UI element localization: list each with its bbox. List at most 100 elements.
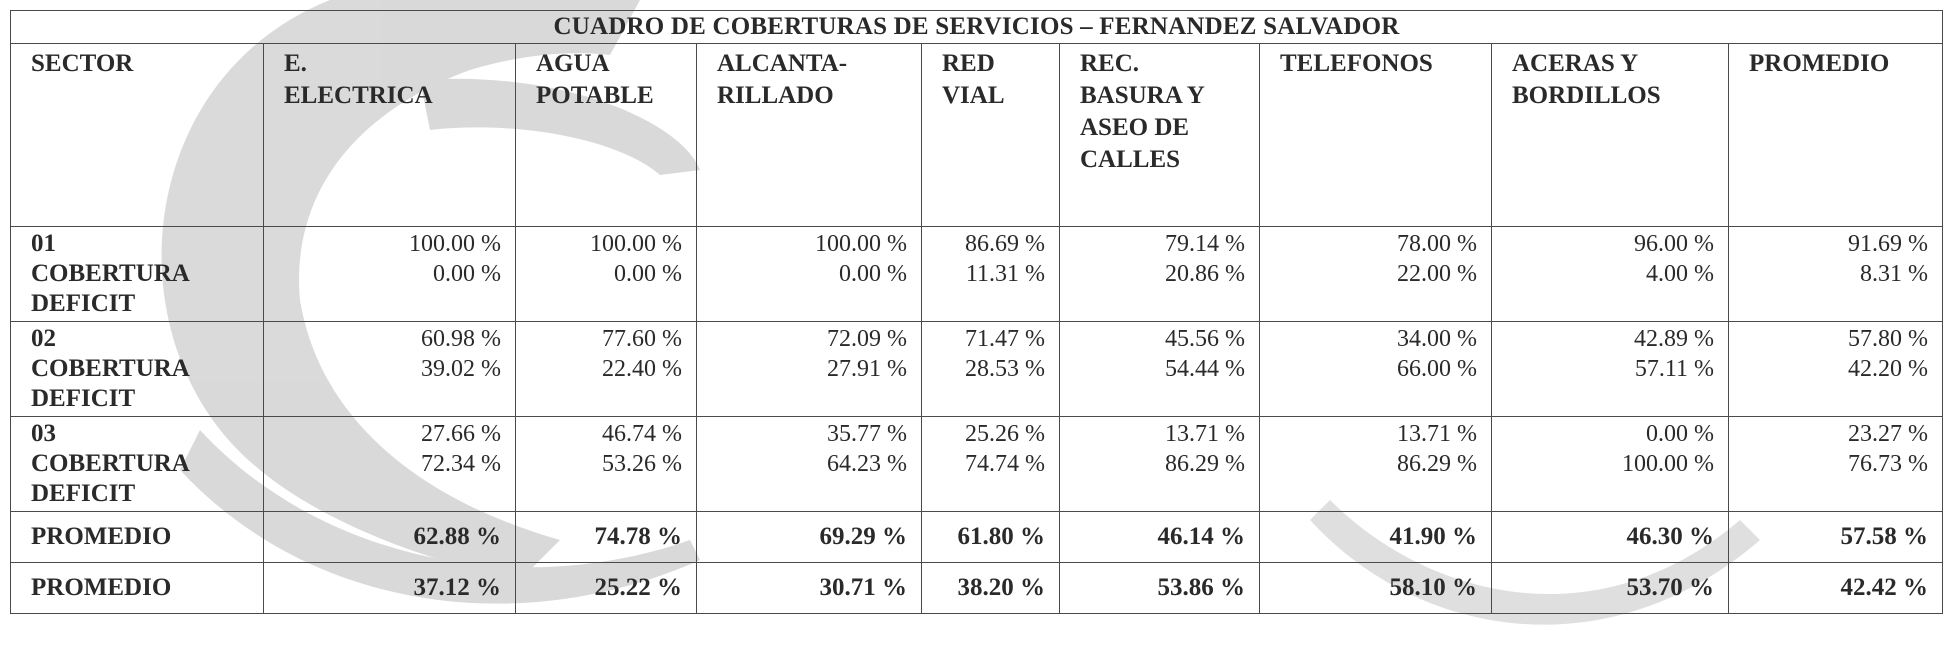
sector-label-line: 03 <box>31 420 56 447</box>
sector-label-line: 01 <box>31 230 56 257</box>
table-cell: 46.74 % 53.26 % <box>515 416 697 512</box>
cobertura-value: 13.71 % <box>1165 421 1245 447</box>
deficit-value: 57.11 % <box>1634 356 1714 382</box>
table-cell: 100.00 % 0.00 % <box>515 226 697 322</box>
cobertura-value: 91.69 % <box>1848 231 1929 257</box>
deficit-value: 20.86 % <box>1165 261 1245 287</box>
column-header-line: AGUA <box>536 50 610 77</box>
table-cell: 96.00 % 4.00 % <box>1491 226 1729 322</box>
cobertura-value: 34.00 % <box>1397 326 1477 352</box>
average-value: 41.90 % <box>1259 511 1492 563</box>
column-header: PROMEDIO <box>1727 43 1944 227</box>
cobertura-value: 71.47 % <box>965 326 1045 352</box>
average-value: 38.20 % <box>921 562 1060 614</box>
table-cell: 45.56 % 54.44 % <box>1059 321 1260 417</box>
average-label: PROMEDIO <box>10 511 264 563</box>
average-value: 69.29 % <box>696 511 922 563</box>
column-header-line: PROMEDIO <box>1749 50 1890 77</box>
column-header: E. ELECTRICA <box>263 43 516 227</box>
table-cell: 57.80 % 42.20 % <box>1727 321 1944 417</box>
column-header-line: ACERAS Y <box>1512 50 1639 77</box>
cobertura-value: 45.56 % <box>1165 326 1245 352</box>
table-cell: 78.00 % 22.00 % <box>1259 226 1492 322</box>
deficit-value: 27.91 % <box>827 356 907 382</box>
sector-label-line: DEFICIT <box>31 290 136 317</box>
column-header-line: RED <box>942 50 995 77</box>
deficit-value: 22.40 % <box>602 356 682 382</box>
cobertura-value: 100.00 % <box>815 231 907 257</box>
average-value: 42.42 % <box>1727 562 1944 614</box>
cobertura-value: 46.74 % <box>602 421 682 447</box>
header-row: SECTOR E. ELECTRICA AGUA POTABLE ALCANTA- RILL… <box>10 43 1944 227</box>
sector-label: 02 COBERTURA DEFICIT <box>10 321 264 417</box>
sector-label-line: COBERTURA <box>31 450 190 477</box>
average-value: 30.71 % <box>696 562 922 614</box>
column-header-line: ALCANTA- <box>717 50 848 77</box>
cobertura-value: 42.89 % <box>1634 326 1714 352</box>
cobertura-value: 27.66 % <box>421 421 501 447</box>
deficit-value: 4.00 % <box>1646 261 1714 287</box>
column-header-line: POTABLE <box>536 82 654 109</box>
average-value: 53.70 % <box>1491 562 1729 614</box>
deficit-value: 76.73 % <box>1848 451 1929 477</box>
table-row: 02 COBERTURA DEFICIT 60.98 % 39.02 % 77.60 % 2… <box>10 321 1944 417</box>
deficit-value: 86.29 % <box>1165 451 1245 477</box>
average-value: 62.88 % <box>263 511 516 563</box>
sector-label-line: COBERTURA <box>31 355 190 382</box>
table-cell: 60.98 % 39.02 % <box>263 321 516 417</box>
sector-label-line: COBERTURA <box>31 260 190 287</box>
coverage-table: CUADRO DE COBERTURAS DE SERVICIOS – FERN… <box>9 10 1944 614</box>
table-row: 01 COBERTURA DEFICIT 100.00 % 0.00 % 100.00 %… <box>10 226 1944 322</box>
table-row: 03 COBERTURA DEFICIT 27.66 % 72.34 % 46.74 % 5… <box>10 416 1944 512</box>
average-rows: PROMEDIO 62.88 % 74.78 % 69.29 % 61.80 % 46.1… <box>10 511 1944 614</box>
table-cell: 13.71 % 86.29 % <box>1259 416 1492 512</box>
average-row: PROMEDIO 62.88 % 74.78 % 69.29 % 61.80 % 46.1… <box>10 511 1944 563</box>
cobertura-value: 60.98 % <box>421 326 501 352</box>
column-header: ALCANTA- RILLADO <box>696 43 922 227</box>
column-header-line: TELEFONOS <box>1280 50 1433 77</box>
column-header-line: E. <box>284 50 307 77</box>
column-header-line: SECTOR <box>31 50 134 77</box>
deficit-value: 8.31 % <box>1860 261 1929 287</box>
average-value: 37.12 % <box>263 562 516 614</box>
cobertura-value: 100.00 % <box>409 231 501 257</box>
cobertura-value: 25.26 % <box>965 421 1045 447</box>
average-value: 57.58 % <box>1727 511 1944 563</box>
cobertura-value: 77.60 % <box>602 326 682 352</box>
table-cell: 86.69 % 11.31 % <box>921 226 1060 322</box>
average-value: 46.30 % <box>1491 511 1729 563</box>
cobertura-value: 23.27 % <box>1848 421 1929 447</box>
deficit-value: 22.00 % <box>1397 261 1477 287</box>
column-header-line: REC. <box>1080 50 1140 77</box>
deficit-value: 74.74 % <box>965 451 1045 477</box>
deficit-value: 64.23 % <box>827 451 907 477</box>
deficit-value: 39.02 % <box>421 356 501 382</box>
deficit-value: 54.44 % <box>1165 356 1245 382</box>
column-header: RED VIAL <box>921 43 1060 227</box>
average-value: 58.10 % <box>1259 562 1492 614</box>
table-cell: 13.71 % 86.29 % <box>1059 416 1260 512</box>
cobertura-value: 96.00 % <box>1634 231 1714 257</box>
sector-rows: 01 COBERTURA DEFICIT 100.00 % 0.00 % 100.00 %… <box>10 226 1944 512</box>
table-cell: 100.00 % 0.00 % <box>696 226 922 322</box>
deficit-value: 86.29 % <box>1397 451 1477 477</box>
deficit-value: 42.20 % <box>1848 356 1929 382</box>
table-cell: 42.89 % 57.11 % <box>1491 321 1729 417</box>
column-header-line: BASURA Y <box>1080 82 1205 109</box>
table-cell: 72.09 % 27.91 % <box>696 321 922 417</box>
table-cell: 79.14 % 20.86 % <box>1059 226 1260 322</box>
table-cell: 0.00 % 100.00 % <box>1491 416 1729 512</box>
column-header-line: ASEO DE <box>1080 114 1190 141</box>
cobertura-value: 79.14 % <box>1165 231 1245 257</box>
table-cell: 77.60 % 22.40 % <box>515 321 697 417</box>
sector-label: 01 COBERTURA DEFICIT <box>10 226 264 322</box>
column-header-line: BORDILLOS <box>1512 82 1661 109</box>
table-cell: 100.00 % 0.00 % <box>263 226 516 322</box>
table-cell: 34.00 % 66.00 % <box>1259 321 1492 417</box>
sector-label-line: DEFICIT <box>31 480 136 507</box>
table-cell: 23.27 % 76.73 % <box>1727 416 1944 512</box>
column-header: SECTOR <box>10 43 264 227</box>
column-header: REC. BASURA Y ASEO DE CALLES <box>1059 43 1260 227</box>
average-value: 46.14 % <box>1059 511 1260 563</box>
cobertura-value: 86.69 % <box>965 231 1045 257</box>
